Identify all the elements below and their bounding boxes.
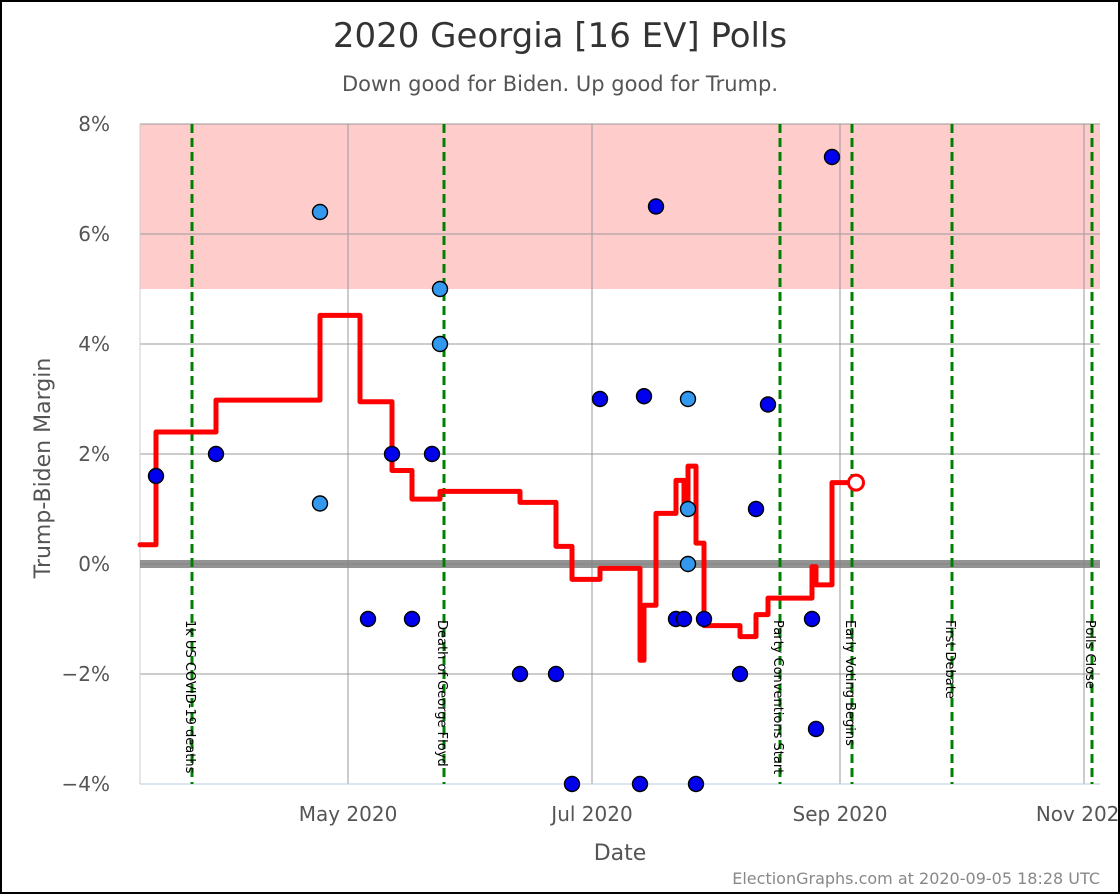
poll-point: [647, 198, 665, 215]
y-tick-label: 6%: [78, 222, 110, 246]
poll-point: [731, 665, 749, 683]
event-label: 1k US COVID-19 deaths: [182, 620, 197, 774]
event-label: Polls Close: [1082, 620, 1097, 689]
footer-credit: ElectionGraphs.com at 2020-09-05 18:28 U…: [732, 869, 1100, 888]
y-tick-label: 2%: [78, 442, 110, 466]
y-tick-label: −4%: [62, 772, 111, 796]
event-label: Death of George Floyd: [434, 620, 449, 767]
y-tick-label: −2%: [62, 662, 111, 686]
trump-band: [140, 124, 1100, 289]
poll-point: [823, 148, 841, 166]
poll-point: [591, 390, 609, 408]
poll-point: [679, 555, 697, 573]
poll-point: [803, 610, 821, 628]
poll-point: [695, 610, 713, 628]
poll-point: [747, 500, 765, 518]
poll-point: [431, 335, 449, 353]
y-tick-label: 8%: [78, 112, 110, 136]
event-label: First Debate: [942, 620, 957, 699]
x-tick-label: Sep 2020: [793, 802, 888, 826]
poll-point: [431, 280, 449, 298]
poll-point: [423, 445, 441, 463]
poll-point: [311, 495, 329, 512]
poll-point: [311, 203, 329, 221]
poll-point: [807, 720, 825, 738]
y-axis-label: Trump-Biden Margin: [31, 358, 56, 580]
poll-point: [359, 610, 377, 628]
poll-point: [403, 610, 421, 628]
x-tick-label: Nov 2020: [1036, 802, 1120, 826]
poll-point: [383, 445, 401, 463]
y-tick-label: 4%: [78, 332, 110, 356]
poll-point: [675, 610, 693, 628]
poll-point: [207, 445, 225, 463]
poll-point: [547, 665, 565, 683]
poll-point: [679, 500, 697, 518]
chart-subtitle: Down good for Biden. Up good for Trump.: [342, 72, 778, 96]
event-label: Party Conventions Start: [770, 620, 785, 774]
poll-point: [563, 775, 581, 793]
x-tick-label: May 2020: [299, 802, 398, 826]
average-line: [137, 312, 859, 663]
chart-title: 2020 Georgia [16 EV] Polls: [333, 16, 787, 56]
poll-point: [687, 775, 705, 793]
poll-point: [759, 396, 777, 413]
x-tick-label: Jul 2020: [549, 802, 632, 826]
poll-point: [147, 467, 165, 485]
y-tick-label: 0%: [78, 552, 110, 576]
x-axis-label: Date: [594, 841, 647, 866]
event-label: Early Voting Begins: [842, 620, 857, 746]
poll-point: [511, 665, 529, 683]
poll-point: [679, 390, 697, 408]
current-average-marker: [847, 473, 865, 492]
poll-point: [631, 775, 649, 793]
poll-point: [635, 388, 653, 405]
